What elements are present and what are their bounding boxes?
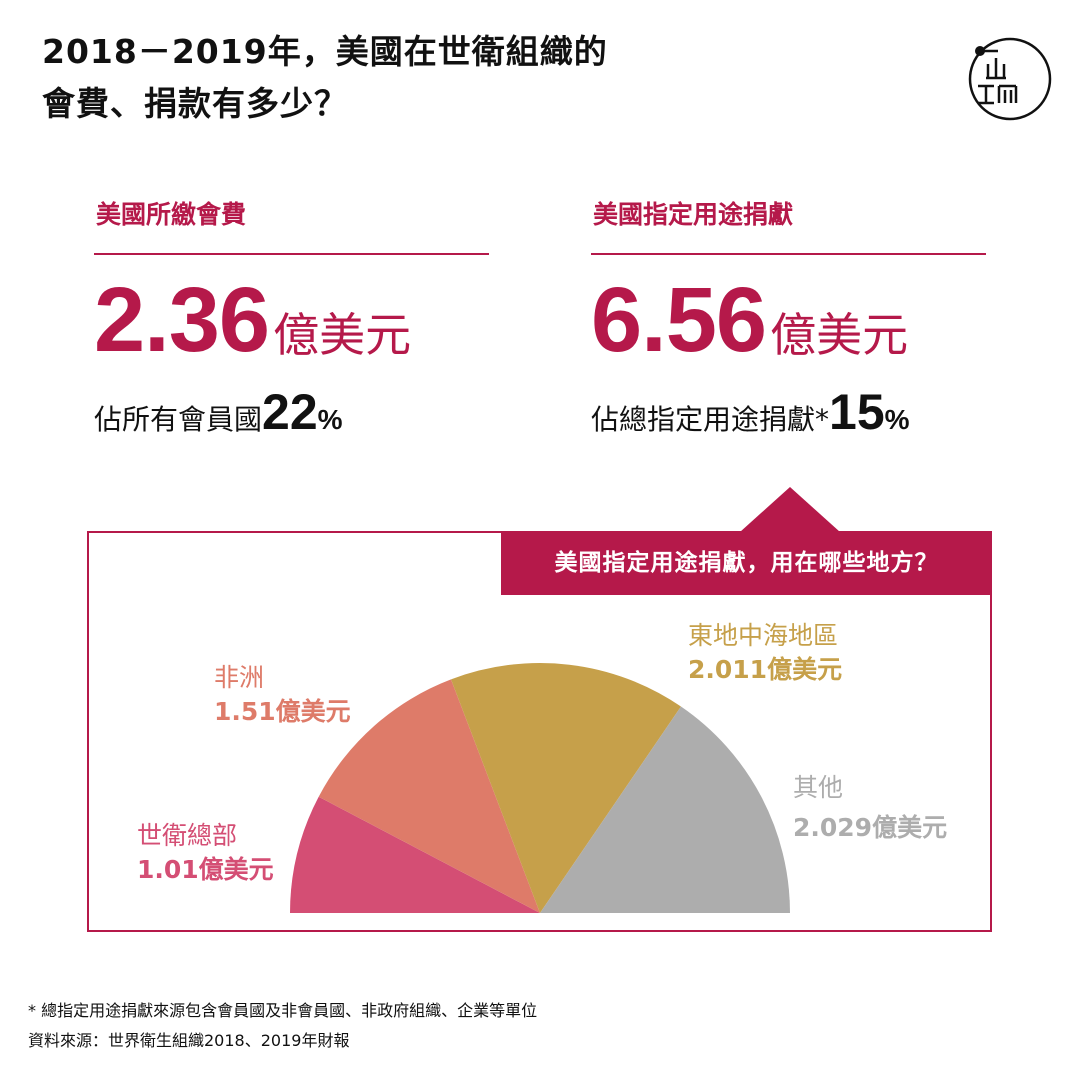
- specified-donation-share-pct-sign: %: [884, 404, 910, 435]
- page-title-line-2: 會費、捐款有多少？: [42, 84, 348, 123]
- specified-donation-value: 6.56: [591, 269, 767, 371]
- slice-label-africa: 非洲 1.51億美元: [214, 662, 351, 730]
- specified-donation-unit: 億美元: [770, 308, 909, 362]
- donation-breakdown-banner: 美國指定用途捐獻，用在哪些地方？: [501, 531, 992, 595]
- membership-fee-share-text: 佔所有會員國: [94, 403, 263, 436]
- membership-fee-share: 佔所有會員國22%: [94, 383, 489, 440]
- slice-name-other: 其他: [793, 773, 844, 802]
- footnote-definition: * 總指定用途捐獻來源包含會員國及非會員國、非政府組織、企業等單位: [28, 1001, 538, 1020]
- slice-label-hq: 世衛總部 1.01億美元: [137, 820, 274, 888]
- slice-value-hq: 1.01億美元: [137, 855, 274, 884]
- specified-donation-amount: 6.56億美元: [591, 274, 986, 366]
- membership-fee-divider: [94, 253, 489, 255]
- membership-fee-heading: 美國所繳會費: [96, 200, 247, 229]
- membership-fee-share-pct: 22: [262, 384, 318, 440]
- pie-slice-other: [540, 706, 790, 913]
- membership-fee-amount: 2.36億美元: [94, 274, 489, 366]
- us-membership-fee-stat: 美國所繳會費 2.36億美元 佔所有會員國22%: [94, 200, 489, 440]
- pie-slice-africa: [318, 679, 540, 913]
- specified-donation-share-pct: 15: [829, 384, 885, 440]
- slice-label-eastern-mediterranean: 東地中海地區 2.011億美元: [688, 620, 842, 688]
- page-title-line-1: 2018－2019年，美國在世衛組織的: [42, 32, 608, 71]
- membership-fee-unit: 億美元: [273, 308, 412, 362]
- slice-value-other: 2.029億美元: [793, 813, 948, 842]
- slice-name-eastern-mediterranean: 東地中海地區: [688, 621, 839, 650]
- slice-value-africa: 1.51億美元: [214, 697, 351, 726]
- slice-value-eastern-mediterranean: 2.011億美元: [688, 655, 843, 684]
- specified-donation-divider: [591, 253, 986, 255]
- brand-logo-icon: [968, 37, 1052, 121]
- specified-donation-heading: 美國指定用途捐獻: [593, 200, 794, 229]
- slice-name-hq: 世衛總部: [137, 821, 238, 850]
- pie-slice-hq: [290, 796, 540, 913]
- specified-donation-share-text: 佔總指定用途捐獻*: [591, 403, 830, 436]
- membership-fee-value: 2.36: [94, 269, 270, 371]
- pie-slice-eastern-mediterranean: [451, 663, 681, 913]
- us-specified-donation-stat: 美國指定用途捐獻 6.56億美元 佔總指定用途捐獻*15%: [591, 200, 986, 440]
- specified-donation-share: 佔總指定用途捐獻*15%: [591, 383, 986, 440]
- slice-label-other: 其他 2.029億美元: [793, 772, 947, 846]
- callout-pointer: [740, 487, 840, 532]
- membership-fee-share-pct-sign: %: [317, 404, 343, 435]
- footnote-source: 資料來源：世界衛生組織2018、2019年財報: [28, 1031, 350, 1050]
- slice-name-africa: 非洲: [214, 663, 265, 692]
